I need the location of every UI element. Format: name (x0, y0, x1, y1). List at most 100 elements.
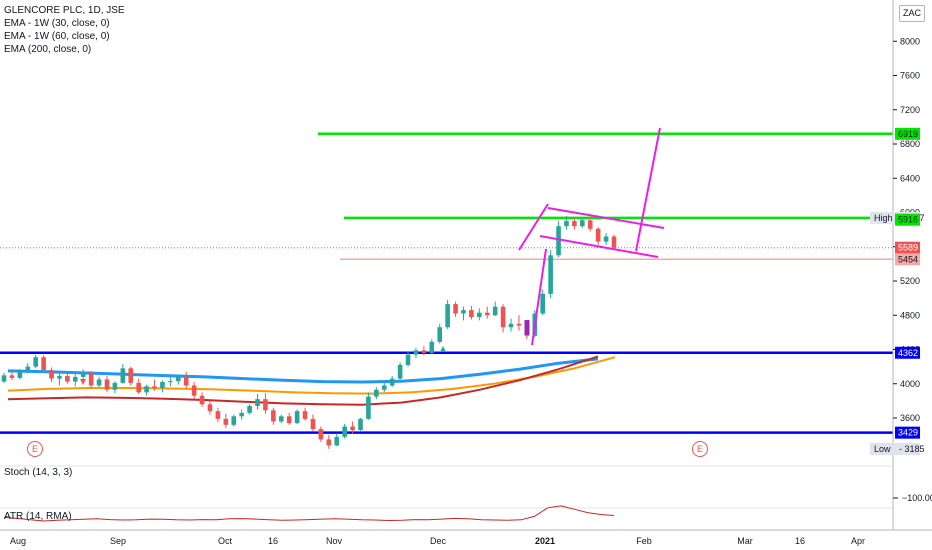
pattern-drawings[interactable] (518, 127, 665, 346)
candle-body (199, 395, 205, 405)
flagpole-left[interactable] (518, 203, 549, 251)
time-tick-label: Mar (737, 536, 753, 546)
candle-body (49, 370, 54, 379)
candle-body (136, 382, 141, 393)
candle-body (80, 372, 86, 377)
candle-body (152, 386, 157, 389)
candle-body (286, 416, 292, 424)
candle-body (548, 255, 553, 294)
legend-ema-30[interactable]: EMA - 1W (30, close, 0) (4, 18, 110, 29)
axis-tag-value: 5916 (898, 215, 918, 225)
candle-body (128, 368, 134, 383)
candle-body (175, 376, 181, 382)
axis-tag-value: - 3185 (899, 444, 925, 454)
axis-tag-value: 6919 (898, 129, 918, 139)
candle-body (326, 439, 332, 446)
time-axis[interactable]: Aug Sep Oct 16 Nov Dec 2021 Feb Mar 16 Apr (10, 536, 865, 546)
candle-body (1, 375, 7, 382)
candle-body (334, 436, 340, 446)
candle-body (239, 412, 244, 417)
candle-body (484, 312, 490, 316)
time-tick-label: Apr (851, 536, 865, 546)
candle-body (318, 429, 324, 440)
price-tick-label: 5200 (900, 276, 920, 286)
candle-body (120, 368, 126, 383)
candle-body (366, 396, 371, 419)
candle-body (381, 385, 387, 390)
candle-body (603, 236, 609, 242)
candle-body (207, 404, 213, 412)
candle-body (461, 310, 466, 314)
flag-upper-line[interactable] (547, 207, 665, 229)
candle-body (294, 411, 300, 424)
candle-body (72, 376, 78, 382)
horizontal-level-lines[interactable] (0, 132, 893, 434)
candle-body (255, 399, 260, 407)
price-tick-label: 6400 (900, 173, 920, 183)
down-triangle-icon (80, 379, 86, 385)
signal-markers (80, 346, 446, 385)
candle-body (469, 310, 474, 317)
price-tick-label: 3600 (900, 413, 920, 423)
earnings-marker-1[interactable]: E (27, 441, 43, 457)
up-triangle-icon (440, 346, 446, 352)
candle-body (17, 370, 23, 378)
time-tick-label: Dec (430, 536, 447, 546)
time-tick-label: Oct (218, 536, 233, 546)
candle-body (41, 357, 46, 371)
candle-body (168, 381, 173, 383)
legend-ema-200[interactable]: EMA (200, close, 0) (4, 44, 92, 55)
axis-tag-bg (895, 213, 920, 226)
candle-body (429, 341, 435, 353)
time-tick-label: Feb (636, 536, 652, 546)
candle-body (358, 418, 363, 430)
candle-body (9, 375, 15, 378)
time-tick-label: 2021 (535, 536, 555, 546)
price-tick-label: 4800 (900, 310, 920, 320)
candle-body (191, 385, 197, 396)
time-tick-label: 16 (795, 536, 805, 546)
chart-legend: GLENCORE PLC, 1D, JSE EMA - 1W (30, clos… (4, 4, 125, 56)
currency-button[interactable]: ZAC (899, 5, 925, 22)
candle-body (231, 416, 237, 425)
candle-body (278, 416, 284, 422)
price-tick-label: 6800 (900, 139, 920, 149)
candle-body (25, 366, 31, 371)
atr-pane-label[interactable]: ATR (14, RMA) (4, 511, 72, 522)
stoch-pane-label[interactable]: Stoch (14, 3, 3) (4, 467, 73, 478)
candle-body (413, 350, 419, 355)
axis-tag-prefix: Low (874, 444, 891, 454)
candle-body (477, 312, 482, 317)
candle-body (421, 350, 427, 353)
candle-body (271, 410, 276, 422)
price-tick-label: 7600 (900, 71, 920, 81)
candle-body (310, 418, 316, 430)
candle-body (445, 304, 450, 328)
candle-body (160, 382, 165, 389)
candle-body (88, 372, 94, 386)
stoch-axis-label: −100.00 (902, 493, 932, 503)
candle-body (572, 221, 577, 227)
ema-series-line (7, 356, 616, 395)
flag-lower-line[interactable] (539, 235, 659, 258)
candle-body (65, 376, 70, 382)
candle-body (587, 220, 593, 229)
axis-tag-bg (870, 443, 920, 455)
earnings-marker-2[interactable]: E (692, 441, 708, 457)
legend-ema-60[interactable]: EMA - 1W (60, close, 0) (4, 31, 110, 42)
time-tick-label: Nov (326, 536, 343, 546)
target-projection-line[interactable] (635, 127, 661, 252)
candle-body (144, 386, 149, 393)
atr-line (3, 505, 615, 522)
flagpole-right[interactable] (531, 248, 547, 346)
candle-body (453, 304, 458, 314)
candle-body (595, 228, 601, 242)
candle-body (540, 293, 546, 314)
time-tick-label: 16 (268, 536, 278, 546)
candle-body (405, 354, 411, 365)
time-tick-label: Sep (110, 536, 126, 546)
candle-body (247, 406, 252, 413)
price-axis[interactable]: 3600400044004800520056006000640068007200… (893, 36, 920, 423)
candlesticks (1, 215, 617, 449)
